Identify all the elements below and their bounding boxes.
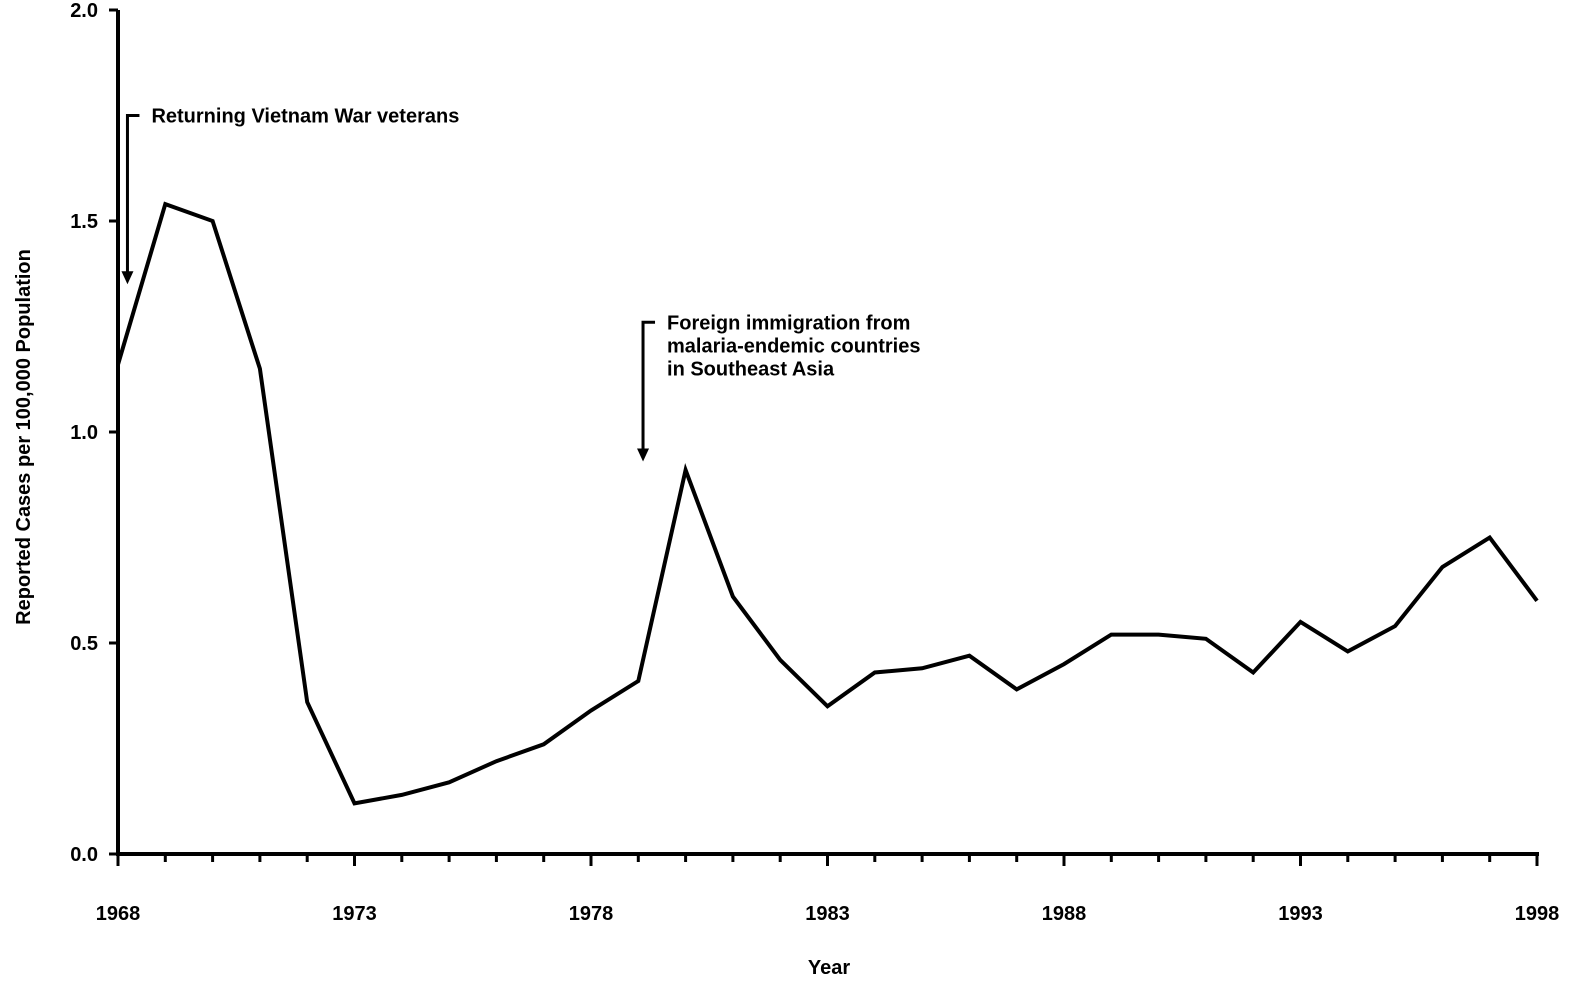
annotation-text: malaria-endemic countries: [667, 335, 920, 357]
annotation: Returning Vietnam War veterans: [121, 106, 459, 285]
y-tick-label: 1.5: [70, 211, 98, 233]
annotation-arrow-shaft: [125, 114, 140, 273]
annotations: Returning Vietnam War veterans Foreign im…: [121, 106, 920, 462]
annotation: Foreign immigration frommalaria-endemic …: [637, 312, 920, 462]
annotation-arrow-head: [637, 448, 650, 462]
y-tick-label: 0.0: [70, 844, 98, 866]
x-tick-label: 1993: [1278, 903, 1323, 925]
annotation-arrow-head: [121, 271, 134, 285]
x-tick-label: 1973: [332, 903, 377, 925]
x-tick-label: 1983: [805, 903, 850, 925]
x-tick-label: 1978: [569, 903, 614, 925]
x-axis: 1968 1973 1978 1983 1988 1993 1998: [96, 852, 1560, 925]
x-tick-label: 1968: [96, 903, 141, 925]
x-tick-label: 1988: [1042, 903, 1087, 925]
annotation-text: in Southeast Asia: [667, 358, 835, 380]
annotation-arrow-shaft: [641, 320, 656, 450]
y-axis: 0.0 0.5 1.0 1.5 2.0: [70, 0, 120, 866]
annotation-text: Foreign immigration from: [667, 312, 910, 334]
y-tick-label: 1.0: [70, 422, 98, 444]
x-axis-label: Year: [808, 957, 850, 979]
y-axis-label: Reported Cases per 100,000 Population: [13, 249, 35, 625]
x-tick-label: 1998: [1515, 903, 1560, 925]
y-tick-label: 0.5: [70, 633, 98, 655]
annotation-text: Returning Vietnam War veterans: [151, 106, 459, 128]
series-line: [116, 201, 1539, 806]
y-tick-label: 2.0: [70, 0, 98, 22]
